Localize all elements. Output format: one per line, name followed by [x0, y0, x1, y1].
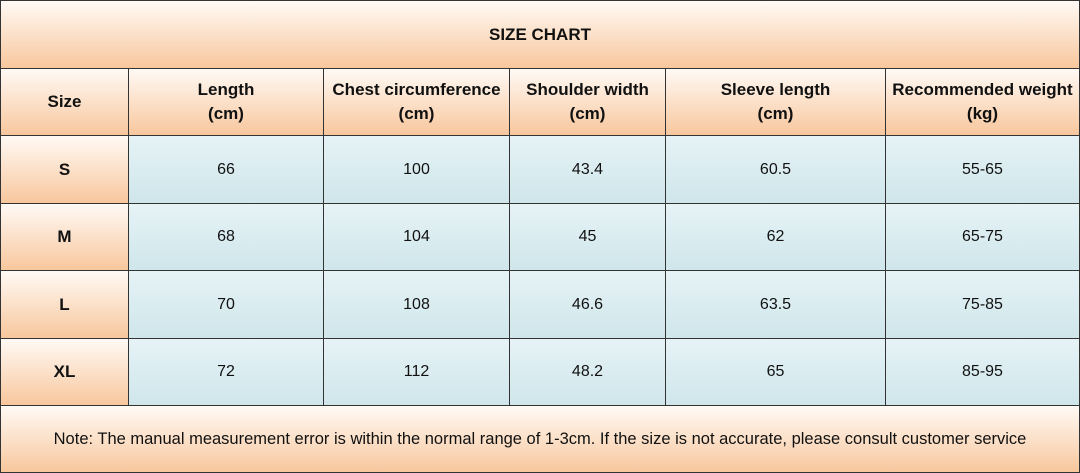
table-cell: 65: [666, 339, 886, 406]
column-header: Length (cm): [129, 69, 324, 136]
table-cell: 63.5: [666, 271, 886, 339]
table-cell: 60.5: [666, 136, 886, 204]
column-header: Sleeve length (cm): [666, 69, 886, 136]
row-header: S: [1, 136, 129, 204]
table-cell: 62: [666, 204, 886, 271]
column-header: Recommended weight (kg): [886, 69, 1080, 136]
row-header: XL: [1, 339, 129, 406]
row-header: L: [1, 271, 129, 339]
table-cell: 68: [129, 204, 324, 271]
table-cell: 55-65: [886, 136, 1080, 204]
table-cell: 66: [129, 136, 324, 204]
table-cell: 108: [324, 271, 510, 339]
table-cell: 48.2: [510, 339, 666, 406]
column-header: Size: [1, 69, 129, 136]
table-cell: 65-75: [886, 204, 1080, 271]
column-header: Shoulder width (cm): [510, 69, 666, 136]
table-cell: 75-85: [886, 271, 1080, 339]
table-cell: 104: [324, 204, 510, 271]
table-cell: 112: [324, 339, 510, 406]
note: Note: The manual measurement error is wi…: [1, 406, 1080, 473]
table-cell: 43.4: [510, 136, 666, 204]
row-header: M: [1, 204, 129, 271]
table-cell: 85-95: [886, 339, 1080, 406]
table-cell: 46.6: [510, 271, 666, 339]
table-cell: 72: [129, 339, 324, 406]
title: SIZE CHART: [1, 1, 1080, 69]
table-cell: 45: [510, 204, 666, 271]
table-cell: 100: [324, 136, 510, 204]
table-cell: 70: [129, 271, 324, 339]
column-header: Chest circumference (cm): [324, 69, 510, 136]
